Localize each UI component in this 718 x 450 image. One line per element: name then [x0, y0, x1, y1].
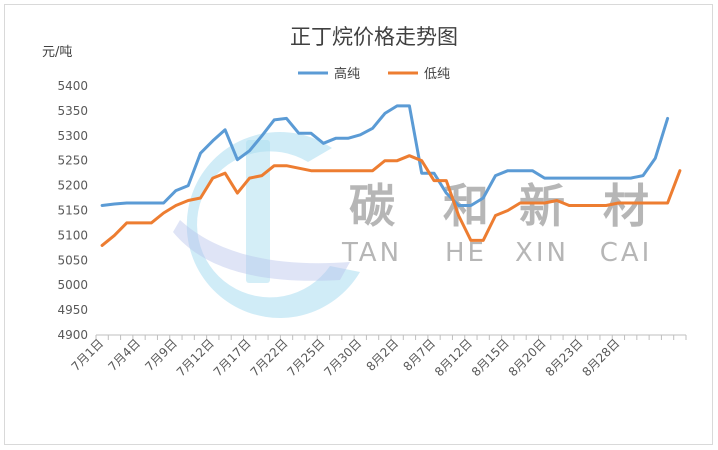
watermark-cn-char: 新: [519, 179, 565, 233]
x-tick-label: 7月4日: [105, 336, 143, 374]
watermark-logo-swoosh: [173, 220, 350, 281]
x-tick-label: 8月12日: [432, 336, 475, 379]
x-tick-label: 7月25日: [284, 336, 327, 379]
watermark-en-word: TAN: [341, 238, 402, 268]
y-tick-label: 5200: [57, 179, 88, 193]
x-axis: [95, 334, 687, 340]
x-tick-label: 7月17日: [211, 336, 254, 379]
watermark-en-word: CAI: [600, 238, 653, 268]
y-tick-label: 5000: [57, 278, 88, 292]
series-layer: [100, 104, 682, 247]
y-tick-label: 5100: [57, 228, 88, 242]
y-tick-label: 4900: [57, 328, 88, 342]
legend-label: 低纯: [424, 67, 450, 82]
legend: 高纯 低纯: [298, 66, 450, 82]
y-tick-label: 5250: [57, 154, 88, 168]
x-tick-label: 8月23日: [543, 336, 586, 379]
x-tick-label: 8月2日: [364, 336, 402, 374]
watermark-en-word: XIN: [515, 238, 569, 268]
y-tick-label: 5300: [57, 129, 88, 143]
x-tick-label: 7月12日: [174, 336, 217, 379]
x-tick-label: 8月15日: [469, 336, 512, 379]
watermark-text: 碳 和 新 材 TAN HE XIN CAI: [341, 179, 653, 268]
y-tick-label: 5150: [57, 204, 88, 218]
series-line: [100, 104, 670, 207]
y-tick-label: 5050: [57, 253, 88, 267]
y-tick-label: 5400: [57, 79, 88, 93]
y-tick-label: 4950: [57, 303, 88, 317]
watermark-cn-char: 碳: [349, 179, 396, 233]
y-axis-ticks: 4900 4950 5000 5050 5100 5150 5200 5250 5300 5350…: [57, 79, 88, 342]
watermark-en-word: HE: [445, 238, 487, 268]
x-tick-label: 7月22日: [248, 336, 291, 379]
x-tick-label: 8月28日: [579, 336, 622, 379]
watermark: 碳 和 新 材 TAN HE XIN CAI: [173, 131, 653, 318]
legend-label: 高纯: [334, 66, 360, 82]
chart-frame: [4, 4, 713, 445]
chart-title: 正丁烷价格走势图: [290, 25, 458, 49]
watermark-logo-arc: [186, 131, 360, 318]
x-tick-label: 7月30日: [321, 336, 364, 379]
y-tick-label: 5350: [57, 104, 88, 118]
y-axis-label: 元/吨: [42, 45, 72, 60]
x-tick-label: 8月20日: [506, 336, 549, 379]
watermark-logo: [173, 131, 360, 318]
series-line: [100, 154, 682, 247]
